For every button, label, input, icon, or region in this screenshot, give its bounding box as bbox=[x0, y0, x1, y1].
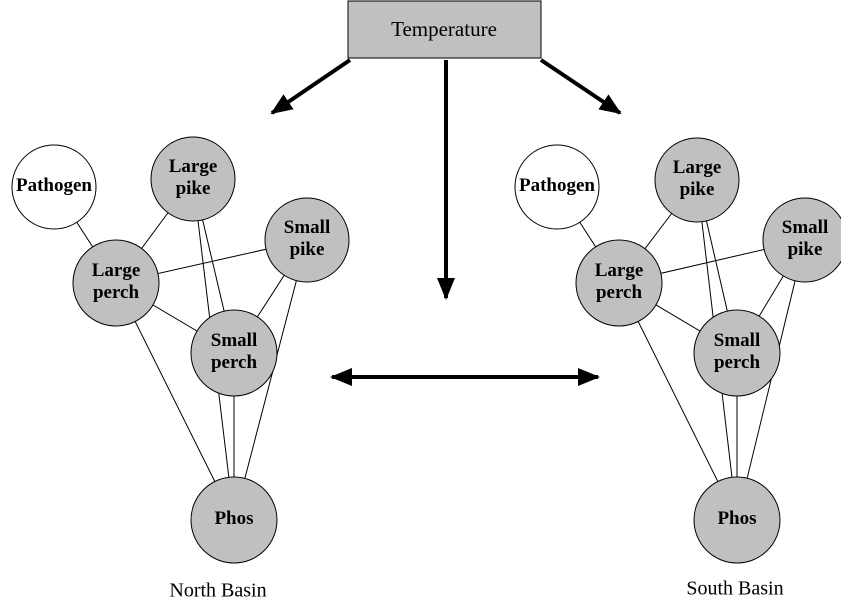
node-label-line: pike bbox=[290, 239, 325, 260]
node-label-line: Phos bbox=[717, 508, 756, 529]
node-label-line: perch bbox=[714, 352, 761, 373]
node bbox=[693, 476, 781, 564]
node bbox=[190, 476, 278, 564]
node bbox=[654, 137, 740, 223]
node-label-line: Large bbox=[673, 157, 722, 178]
node-label: Small pike bbox=[782, 217, 828, 260]
node-label-line: pike bbox=[176, 178, 211, 199]
node-label-line: perch bbox=[211, 352, 258, 373]
node bbox=[575, 239, 663, 327]
temperature-label: Temperature bbox=[391, 17, 497, 41]
node bbox=[693, 309, 781, 397]
node-label-line: Small bbox=[211, 330, 257, 351]
node-label: Large pike bbox=[673, 157, 722, 200]
node-label-line: Large bbox=[92, 260, 141, 281]
node-label: Small perch bbox=[714, 330, 761, 373]
node-label: Pathogen bbox=[16, 175, 92, 196]
node-label-line: Phos bbox=[214, 508, 253, 529]
node-label: Pathogen bbox=[519, 175, 595, 196]
node-label-line: pike bbox=[788, 239, 823, 260]
node bbox=[514, 144, 600, 230]
edge bbox=[115, 282, 235, 521]
node-label-line: Pathogen bbox=[519, 175, 595, 196]
node-label: Small pike bbox=[284, 217, 330, 260]
node-label-line: Pathogen bbox=[16, 175, 92, 196]
node-label-line: Large bbox=[169, 156, 218, 177]
node bbox=[11, 144, 97, 230]
node-label-line: perch bbox=[596, 282, 643, 303]
node bbox=[72, 239, 160, 327]
node bbox=[150, 136, 236, 222]
node-label: Large perch bbox=[595, 260, 644, 303]
node-label: Large perch bbox=[92, 260, 141, 303]
node-label-line: Small bbox=[284, 217, 330, 238]
node-label: Phos bbox=[717, 508, 756, 529]
edge bbox=[233, 239, 308, 521]
node-label: Phos bbox=[214, 508, 253, 529]
basin-label: South Basin bbox=[686, 578, 783, 600]
temperature-box bbox=[347, 0, 542, 59]
arrow bbox=[270, 58, 352, 115]
node-label: Small perch bbox=[211, 330, 258, 373]
basin-label: North Basin bbox=[169, 580, 266, 602]
node-label-line: perch bbox=[93, 282, 140, 303]
node-label-line: pike bbox=[680, 179, 715, 200]
node-label-line: Large bbox=[595, 260, 644, 281]
node-label-line: Small bbox=[714, 330, 760, 351]
node-label-line: Small bbox=[782, 217, 828, 238]
edge bbox=[618, 282, 738, 521]
arrow bbox=[539, 58, 622, 115]
node bbox=[190, 309, 278, 397]
node bbox=[264, 197, 350, 283]
node bbox=[762, 197, 841, 283]
node-label: Large pike bbox=[169, 156, 218, 199]
